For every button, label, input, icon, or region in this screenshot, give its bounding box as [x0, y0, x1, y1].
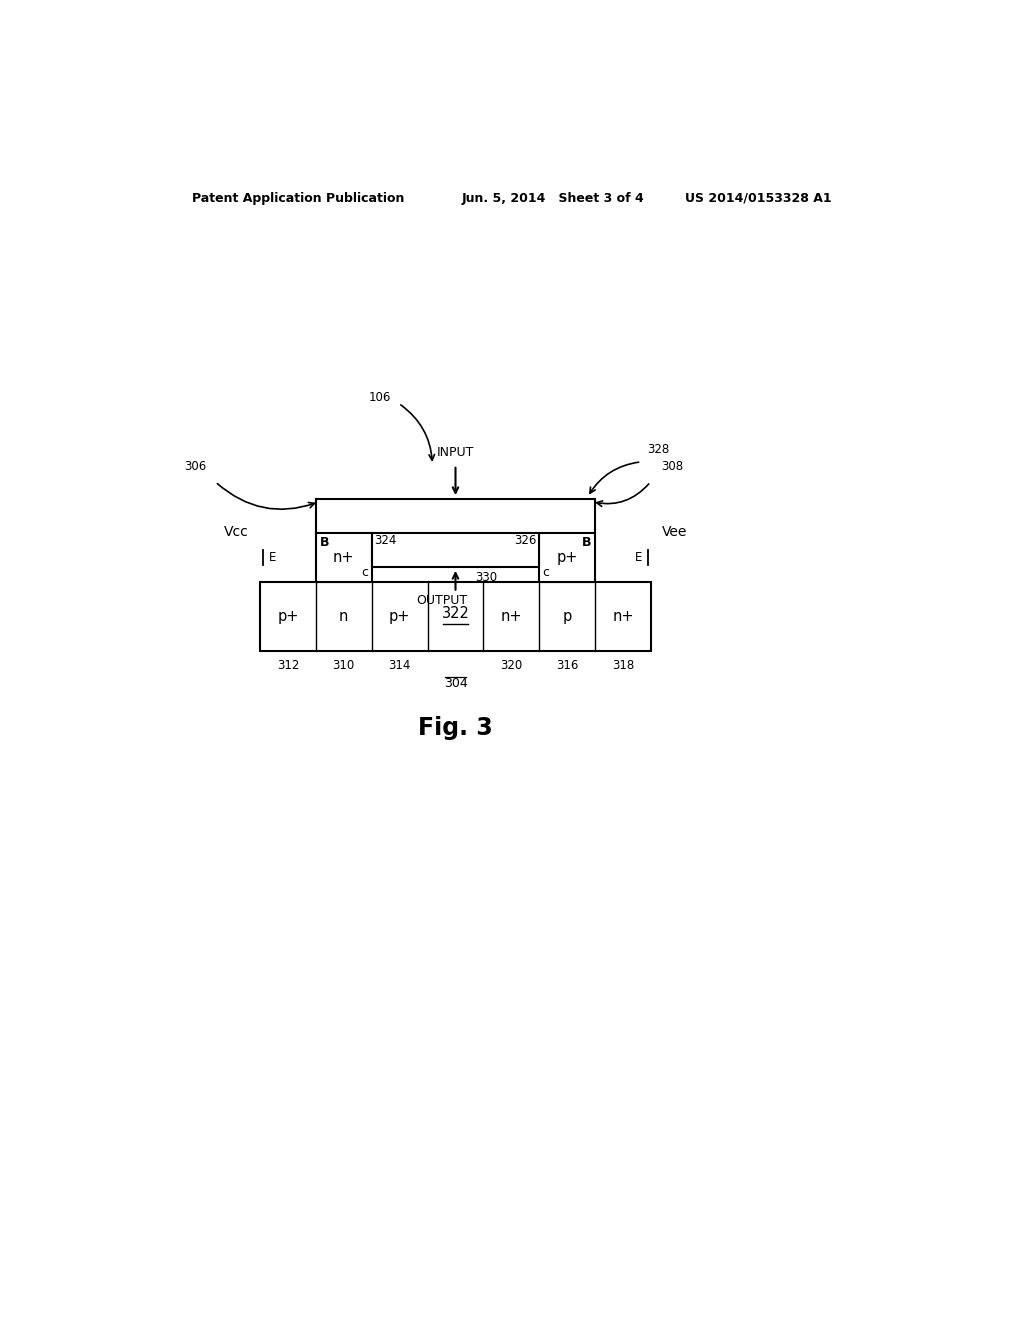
Text: 314: 314 [388, 659, 411, 672]
Text: 328: 328 [647, 442, 670, 455]
Text: 318: 318 [612, 659, 634, 672]
Text: p+: p+ [278, 609, 299, 624]
Text: 312: 312 [276, 659, 299, 672]
Bar [315, 533, 372, 582]
Text: p+: p+ [389, 609, 411, 624]
Text: 324: 324 [374, 535, 396, 548]
Bar [540, 533, 595, 582]
Text: n: n [339, 609, 348, 624]
Text: Vee: Vee [662, 525, 687, 539]
Text: 326: 326 [515, 535, 537, 548]
Text: E: E [635, 550, 642, 564]
Text: 316: 316 [556, 659, 579, 672]
Text: 304: 304 [443, 677, 467, 690]
Text: Fig. 3: Fig. 3 [418, 717, 493, 741]
Text: 306: 306 [183, 459, 206, 473]
Text: OUTPUT: OUTPUT [416, 594, 467, 607]
Text: E: E [269, 550, 276, 564]
Text: Vcc: Vcc [224, 525, 249, 539]
Text: n+: n+ [333, 549, 354, 565]
Text: p: p [562, 609, 571, 624]
Text: Jun. 5, 2014   Sheet 3 of 4: Jun. 5, 2014 Sheet 3 of 4 [462, 191, 644, 205]
Text: 310: 310 [333, 659, 355, 672]
Text: 320: 320 [501, 659, 522, 672]
Text: 106: 106 [369, 391, 391, 404]
Text: c: c [543, 566, 550, 579]
Text: 322: 322 [441, 606, 469, 620]
Text: n+: n+ [612, 609, 634, 624]
Text: c: c [361, 566, 369, 579]
Text: B: B [319, 536, 329, 549]
Text: Patent Application Publication: Patent Application Publication [193, 191, 404, 205]
Bar [372, 532, 540, 566]
Text: B: B [582, 536, 591, 549]
Text: n+: n+ [501, 609, 522, 624]
Text: 330: 330 [475, 570, 498, 583]
Text: INPUT: INPUT [437, 446, 474, 459]
Text: 308: 308 [662, 459, 684, 473]
Text: US 2014/0153328 A1: US 2014/0153328 A1 [685, 191, 831, 205]
Text: p+: p+ [557, 549, 578, 565]
Bar [260, 582, 651, 651]
